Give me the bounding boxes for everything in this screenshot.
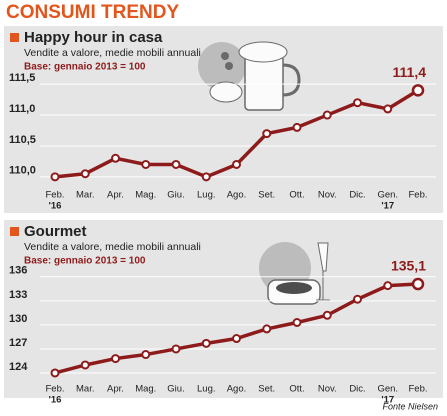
legend-square xyxy=(10,33,19,42)
marker xyxy=(353,98,362,108)
x-tick-label: Nov. xyxy=(318,384,337,395)
x-tick-label: Nov. xyxy=(318,190,337,201)
chart-title: Happy hour in casa xyxy=(24,29,163,46)
x-year-label: '16 xyxy=(49,395,62,406)
x-tick-label: Giu. xyxy=(167,190,184,201)
y-tick-label: 110,5 xyxy=(9,134,36,146)
beer-icon xyxy=(198,41,301,111)
x-year-label: '17 xyxy=(381,201,394,212)
page-title: CONSUMI TRENDY xyxy=(6,2,179,23)
marker xyxy=(232,159,241,169)
x-tick-label: Mar. xyxy=(76,190,94,201)
marker xyxy=(411,277,425,291)
x-tick-label: Lug. xyxy=(197,190,216,201)
chart-subtitle: Vendite a valore, medie mobili annuali xyxy=(24,241,201,253)
marker xyxy=(383,281,393,291)
x-tick-label: Feb. xyxy=(408,384,427,395)
x-tick-label: Ago. xyxy=(227,190,247,201)
legend-square xyxy=(10,227,19,236)
value-label: 111,4 xyxy=(393,64,427,80)
y-tick-label: 133 xyxy=(9,289,27,301)
y-tick-label: 111,0 xyxy=(9,103,35,115)
y-tick-label: 111,5 xyxy=(9,72,35,84)
x-tick-label: Mag. xyxy=(135,190,156,201)
marker xyxy=(383,104,393,114)
x-tick-label: Feb. xyxy=(408,190,427,201)
marker xyxy=(262,129,272,139)
x-year-label: '16 xyxy=(49,201,62,212)
marker xyxy=(322,110,332,120)
marker xyxy=(232,334,241,344)
marker xyxy=(50,172,60,182)
marker xyxy=(111,354,120,364)
marker xyxy=(80,360,90,370)
marker xyxy=(411,84,425,97)
value-label: 135,1 xyxy=(391,258,426,274)
x-tick-label: Giu. xyxy=(167,384,184,395)
x-tick-label: Lug. xyxy=(197,384,216,395)
y-tick-label: 110,0 xyxy=(9,165,36,177)
marker xyxy=(353,294,362,304)
marker xyxy=(292,317,302,327)
x-tick-label: Set. xyxy=(258,190,275,201)
x-year-label: '17 xyxy=(381,395,394,406)
marker xyxy=(141,350,151,360)
x-tick-label: Set. xyxy=(258,384,275,395)
x-tick-label: Apr. xyxy=(107,384,124,395)
x-tick-label: Ott. xyxy=(289,190,304,201)
marker xyxy=(141,159,151,169)
y-tick-label: 127 xyxy=(9,337,27,349)
marker xyxy=(171,344,181,354)
y-tick-label: 124 xyxy=(9,361,28,373)
gourmet-icon xyxy=(259,242,330,305)
x-tick-label: Apr. xyxy=(107,190,124,201)
x-tick-label: Ago. xyxy=(227,384,247,395)
source: Fonte Nielsen xyxy=(382,401,438,411)
marker xyxy=(111,153,120,163)
x-tick-label: Gen. xyxy=(377,384,398,395)
chart-note: Base: gennaio 2013 = 100 xyxy=(24,62,146,73)
x-tick-label: Dic. xyxy=(349,190,365,201)
x-tick-label: Feb. xyxy=(45,190,64,201)
chart-note: Base: gennaio 2013 = 100 xyxy=(24,256,146,267)
x-tick-label: Mar. xyxy=(76,384,94,395)
y-tick-label: 130 xyxy=(9,313,27,325)
chart-title: Gourmet xyxy=(24,223,87,240)
x-tick-label: Feb. xyxy=(45,384,64,395)
x-tick-label: Gen. xyxy=(377,190,398,201)
marker xyxy=(292,122,302,132)
x-tick-label: Mag. xyxy=(135,384,156,395)
x-tick-label: Dic. xyxy=(349,384,365,395)
marker xyxy=(201,172,211,182)
marker xyxy=(322,310,332,320)
marker xyxy=(262,324,272,334)
y-tick-label: 136 xyxy=(9,265,27,277)
chart-subtitle: Vendite a valore, medie mobili annuali xyxy=(24,47,201,59)
x-tick-label: Ott. xyxy=(289,384,304,395)
marker xyxy=(171,159,181,169)
marker xyxy=(50,368,60,378)
marker xyxy=(80,169,90,179)
marker xyxy=(201,338,211,348)
